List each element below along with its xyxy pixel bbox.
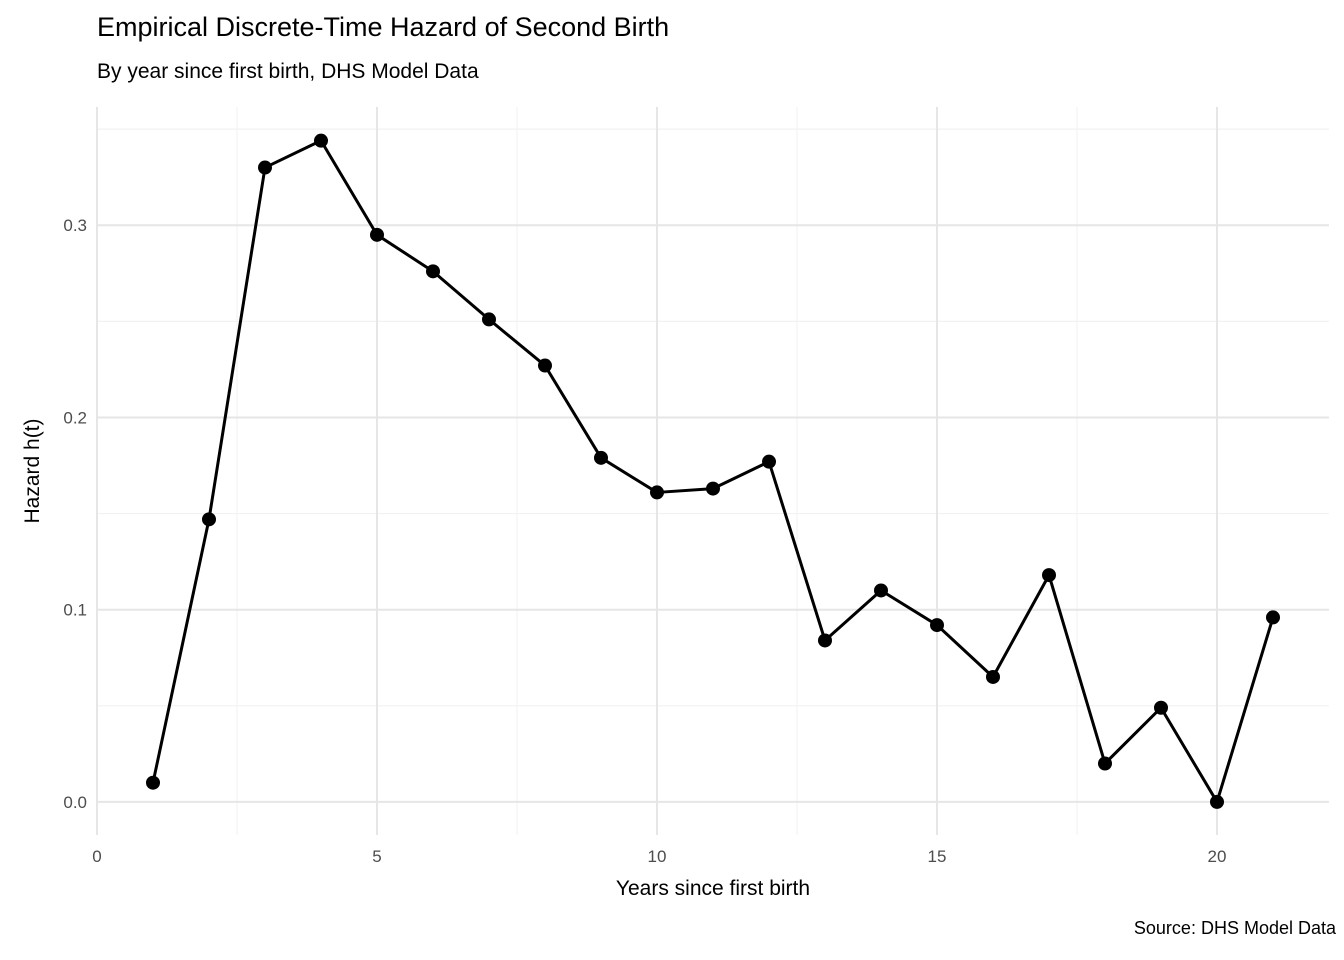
data-point (1154, 700, 1168, 715)
x-tick-label: 15 (928, 847, 947, 866)
data-point (874, 583, 888, 598)
data-point (538, 358, 552, 373)
data-point (202, 512, 216, 527)
x-axis-title: Years since first birth (615, 877, 811, 900)
data-point (1266, 610, 1280, 625)
data-point (706, 481, 720, 496)
data-point (818, 633, 832, 648)
x-tick-label: 5 (372, 847, 381, 866)
data-point (1042, 568, 1056, 583)
data-point (1098, 756, 1112, 771)
data-point (650, 485, 664, 500)
data-point (258, 160, 272, 175)
data-point (1210, 794, 1224, 809)
hazard-line (151, 139, 1275, 804)
data-point (426, 264, 440, 279)
y-axis-title: Hazard h(t) (21, 418, 44, 524)
data-point (314, 133, 328, 148)
y-tick-label: 0.1 (63, 601, 87, 620)
chart-subtitle: By year since first birth, DHS Model Dat… (97, 60, 479, 83)
y-tick-label: 0.0 (63, 793, 87, 812)
y-tick-label: 0.3 (63, 216, 87, 235)
x-tick-label: 10 (648, 847, 667, 866)
chart-caption: Source: DHS Model Data (1133, 918, 1336, 938)
data-point (762, 454, 776, 469)
chart-title: Empirical Discrete-Time Hazard of Second… (97, 12, 670, 42)
data-point (146, 775, 160, 790)
data-point (482, 312, 496, 327)
data-point (986, 669, 1000, 684)
x-tick-label: 0 (92, 847, 101, 866)
data-point (594, 450, 608, 465)
data-point (930, 618, 944, 633)
data-point (370, 227, 384, 242)
y-tick-label: 0.2 (63, 408, 87, 427)
x-tick-label: 20 (1208, 847, 1227, 866)
